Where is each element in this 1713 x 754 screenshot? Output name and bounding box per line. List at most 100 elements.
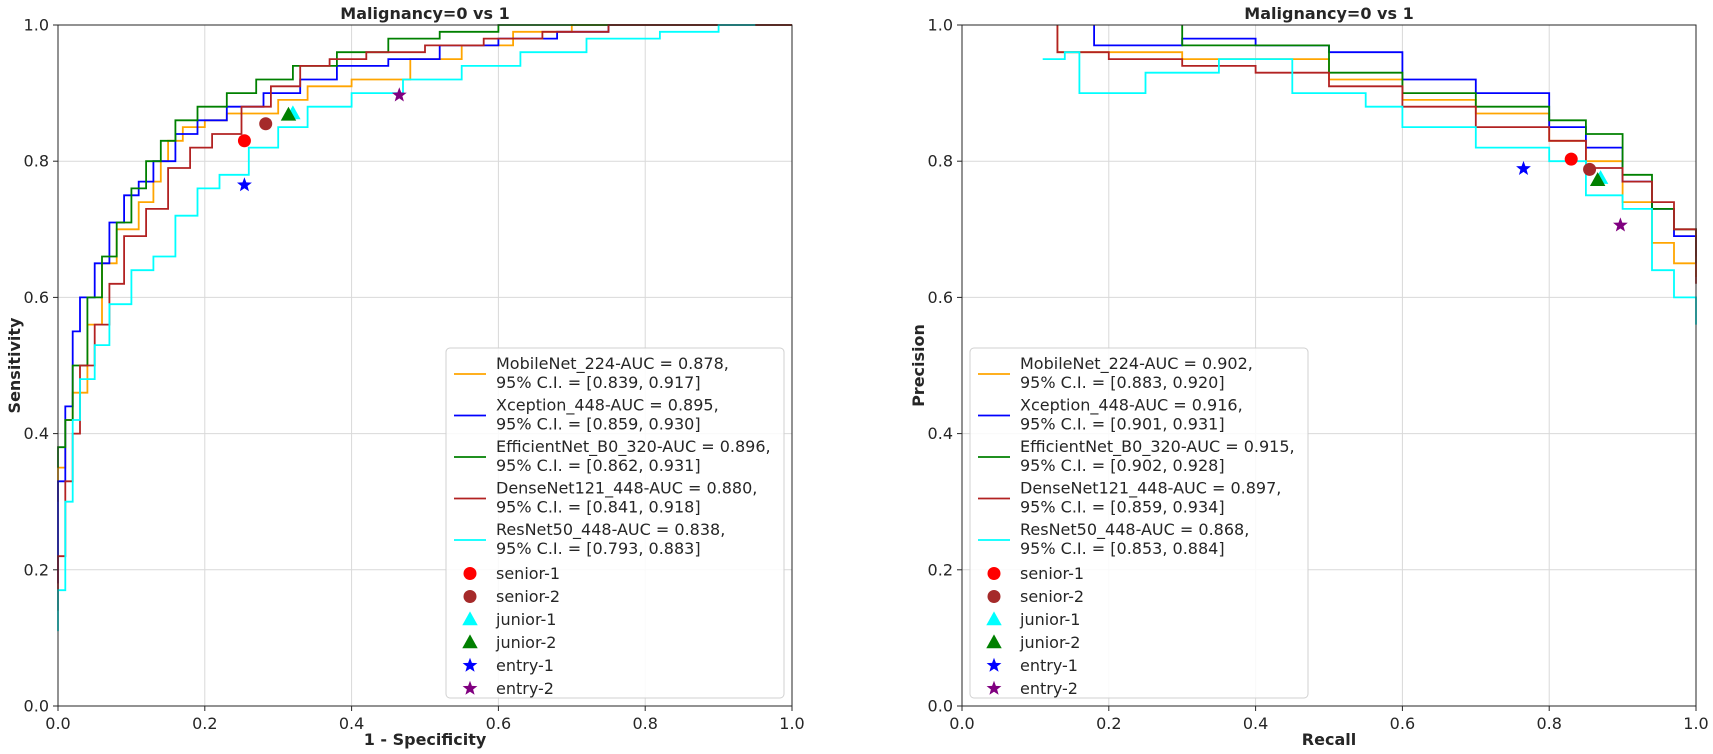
chart-1: 0.0 0.2 0.4 0.6 0.8 1.0 0.0 0.2 0.4 0.6 0.8 1.0 Mali… <box>5 4 805 749</box>
reader-point-entry-2 <box>391 87 407 102</box>
legend-ci: 95% C.I. = [0.859, 0.934] <box>1020 498 1225 517</box>
x-tick-label: 0.6 <box>486 714 511 733</box>
series-line-5 <box>57 24 756 632</box>
legend-marker-entry-1 <box>462 657 478 672</box>
x-tick-label: 0.8 <box>1536 714 1561 733</box>
legend-label: Xception_448-AUC = 0.895, <box>496 396 719 416</box>
legend-box <box>445 347 785 699</box>
legend-label: junior-1 <box>1019 610 1080 629</box>
x-tick-label: 0.8 <box>632 714 657 733</box>
y-tick-label: 0.2 <box>24 560 49 579</box>
legend-marker-senior-1 <box>987 567 1001 580</box>
legend-ci: 95% C.I. = [0.793, 0.883] <box>496 539 701 558</box>
legend-marker-senior-1 <box>463 567 477 580</box>
legend-marker-junior-2 <box>462 634 478 649</box>
legend-label: junior-1 <box>495 610 556 629</box>
x-tick-label: 0.4 <box>1243 714 1268 733</box>
legend-label: entry-1 <box>1020 656 1078 675</box>
x-tick-label: 0.0 <box>45 714 70 733</box>
y-axis-label: Sensitivity <box>5 317 24 413</box>
legend-label: ResNet50_448-AUC = 0.868, <box>1020 520 1249 540</box>
legend-ci: 95% C.I. = [0.901, 0.931] <box>1020 415 1225 434</box>
legend-ci: 95% C.I. = [0.883, 0.920] <box>1020 373 1225 392</box>
reader-point-junior-2 <box>1589 172 1606 186</box>
series-line-3 <box>1181 25 1697 264</box>
y-tick-label: 0.8 <box>928 152 953 171</box>
legend-label: DenseNet121_448-AUC = 0.880, <box>496 479 757 499</box>
y-tick-label: 0.6 <box>24 288 49 307</box>
y-tick-label: 0.4 <box>24 424 49 443</box>
reader-point-junior-2 <box>280 106 297 121</box>
legend-ci: 95% C.I. = [0.902, 0.928] <box>1020 456 1225 475</box>
chart-title: Malignancy=0 vs 1 <box>340 4 509 23</box>
reader-point-entry-1 <box>1516 160 1531 175</box>
x-tick-label: 0.4 <box>339 714 364 733</box>
y-tick-label: 0.4 <box>928 424 953 443</box>
legend-marker-entry-2 <box>462 680 478 695</box>
reader-point-entry-2 <box>1613 217 1628 232</box>
legend-marker-senior-2 <box>463 590 477 603</box>
legend-label: Xception_448-AUC = 0.916, <box>1020 396 1243 416</box>
series-line-4 <box>57 24 792 611</box>
x-tick-label: 1.0 <box>779 714 804 733</box>
y-tick-label: 0.6 <box>928 288 953 307</box>
legend-label: entry-2 <box>1020 679 1078 698</box>
legend-label: EfficientNet_B0_320-AUC = 0.896, <box>496 437 771 457</box>
legend-ci: 95% C.I. = [0.853, 0.884] <box>1020 539 1225 558</box>
x-tick-label: 0.6 <box>1390 714 1415 733</box>
reader-point-entry-1 <box>237 177 252 192</box>
legend-label: entry-1 <box>496 656 554 675</box>
x-tick-label: 0.0 <box>949 714 974 733</box>
legend-label: MobileNet_224-AUC = 0.878, <box>496 354 729 374</box>
x-axis-label: Recall <box>1302 730 1356 749</box>
plot-frame <box>961 24 1697 707</box>
legend-marker-junior-1 <box>462 611 478 626</box>
series-line-5 <box>1042 51 1697 325</box>
x-tick-label: 0.2 <box>192 714 217 733</box>
plot-frame <box>57 24 793 707</box>
legend-label: senior-2 <box>1020 587 1084 606</box>
legend-label: entry-2 <box>496 679 554 698</box>
legend-ci: 95% C.I. = [0.859, 0.930] <box>496 415 701 434</box>
legend-label: DenseNet121_448-AUC = 0.897, <box>1020 479 1281 499</box>
legend-box <box>969 347 1309 699</box>
legend-label: senior-2 <box>496 587 560 606</box>
reader-point-senior-2 <box>259 117 273 131</box>
legend-label: junior-2 <box>1019 633 1080 652</box>
series-line-4 <box>1056 25 1697 284</box>
y-tick-label: 0.8 <box>24 152 49 171</box>
y-tick-label: 1.0 <box>24 16 49 35</box>
series-line-2 <box>57 24 792 584</box>
y-tick-label: 0.0 <box>928 697 953 716</box>
legend: MobileNet_224-AUC = 0.878,95% C.I. = [0.… <box>445 347 785 699</box>
y-axis-label: Precision <box>909 324 928 407</box>
reader-point-senior-2 <box>1583 162 1597 176</box>
legend-marker-junior-2 <box>986 634 1002 649</box>
legend-label: senior-1 <box>496 564 560 583</box>
legend-marker-entry-2 <box>986 680 1002 695</box>
y-tick-label: 0.0 <box>24 697 49 716</box>
legend-ci: 95% C.I. = [0.862, 0.931] <box>496 456 701 475</box>
legend-marker-entry-1 <box>986 657 1002 672</box>
y-tick-label: 1.0 <box>928 16 953 35</box>
series-line-1 <box>1056 25 1697 277</box>
legend: MobileNet_224-AUC = 0.902,95% C.I. = [0.… <box>969 347 1309 699</box>
legend-marker-senior-2 <box>987 590 1001 603</box>
reader-point-senior-1 <box>1564 152 1578 166</box>
y-tick-label: 0.2 <box>928 560 953 579</box>
x-axis-label: 1 - Specificity <box>364 730 487 749</box>
chart-2: 0.0 0.2 0.4 0.6 0.8 1.0 0.0 0.2 0.4 0.6 0.8 1.0 Mali… <box>909 4 1709 749</box>
x-tick-label: 0.2 <box>1096 714 1121 733</box>
legend-ci: 95% C.I. = [0.839, 0.917] <box>496 373 701 392</box>
legend-label: senior-1 <box>1020 564 1084 583</box>
legend-label: EfficientNet_B0_320-AUC = 0.915, <box>1020 437 1295 457</box>
legend-marker-junior-1 <box>986 611 1002 626</box>
legend-label: junior-2 <box>495 633 556 652</box>
legend-label: MobileNet_224-AUC = 0.902, <box>1020 354 1253 374</box>
chart-title: Malignancy=0 vs 1 <box>1244 4 1413 23</box>
reader-point-senior-1 <box>237 134 251 148</box>
legend-label: ResNet50_448-AUC = 0.838, <box>496 520 725 540</box>
x-tick-label: 1.0 <box>1683 714 1708 733</box>
series-line-3 <box>57 24 792 468</box>
